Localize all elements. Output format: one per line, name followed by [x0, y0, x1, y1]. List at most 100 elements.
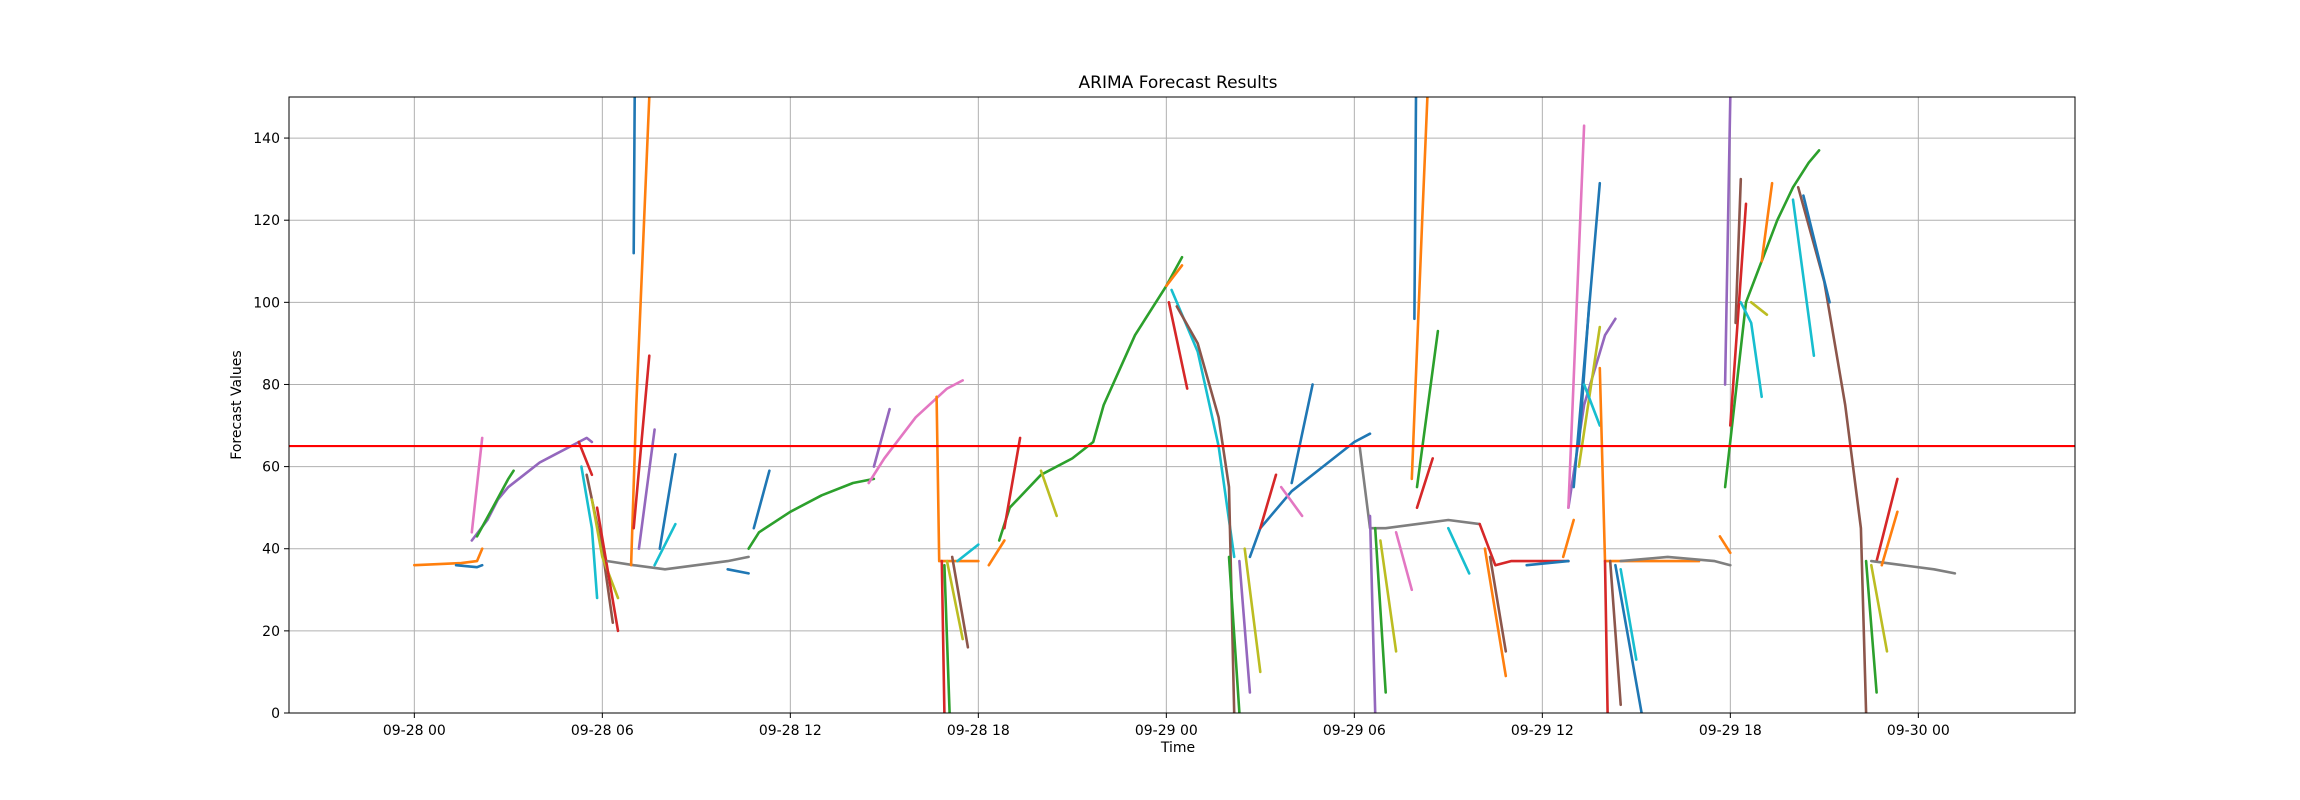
forecast-series-line: [1718, 535, 1732, 555]
x-tick-label: 09-28 18: [947, 723, 1010, 739]
forecast-series-line: [1290, 383, 1314, 485]
forecast-series-line: [1415, 457, 1434, 510]
forecast-series-line: [1243, 547, 1262, 674]
forecast-series-line: [867, 379, 965, 485]
forecast-series-line: [1567, 124, 1586, 510]
forecast-series-line: [1373, 526, 1387, 694]
forecast-series-line: [1582, 383, 1602, 427]
y-tick-label: 120: [253, 213, 280, 229]
forecast-series-line: [1802, 194, 1831, 304]
forecast-series-line: [1875, 477, 1899, 563]
forecast-series-line: [1413, 97, 1418, 321]
x-axis-ticks: 09-28 00 09-28 06 09-28 12 09-28 18 09-29 00…: [383, 713, 1950, 739]
forecast-series-line: [943, 563, 951, 713]
y-tick-label: 40: [262, 542, 280, 558]
forecast-series-line: [653, 522, 677, 567]
y-tick-label: 20: [262, 624, 280, 640]
forecast-series-line: [1483, 547, 1508, 678]
forecast-series-line: [658, 452, 677, 551]
forecast-series-line: [1379, 539, 1398, 653]
forecast-series-line: [595, 506, 620, 633]
y-axis-ticks: 0 20 40 60 80 100 120 140: [253, 131, 289, 722]
y-axis-label: Forecast Values: [229, 350, 245, 459]
forecast-series-line: [1870, 559, 1957, 575]
forecast-series-line: [940, 559, 946, 713]
forecast-series-line: [454, 563, 484, 569]
forecast-series-line: [1734, 177, 1743, 325]
y-tick-label: 100: [253, 295, 280, 311]
forecast-series-line: [752, 469, 771, 530]
forecast-series-line: [1478, 522, 1570, 567]
forecast-series-line: [1175, 305, 1236, 713]
plot-frame: [288, 96, 2076, 714]
forecast-series-line: [1791, 198, 1816, 358]
forecast-series-line: [987, 539, 1006, 567]
forecast-series-line: [475, 469, 515, 538]
forecast-series-line: [1561, 518, 1575, 559]
y-tick-label: 60: [262, 460, 280, 476]
forecast-series-line: [1248, 432, 1372, 559]
x-tick-label: 09-28 12: [759, 723, 822, 739]
forecast-series-line: [872, 407, 891, 468]
forecast-series-line: [590, 498, 620, 600]
forecast-series-line: [1415, 329, 1440, 489]
forecast-series-line: [1880, 510, 1899, 567]
forecast-series-line: [1039, 469, 1058, 518]
forecast-series-line: [1167, 300, 1189, 390]
forecast-series-line: [1238, 559, 1252, 694]
forecast-series-line: [577, 440, 594, 477]
forecast-series-line: [1614, 563, 1643, 713]
forecast-series-line: [1739, 300, 1763, 399]
forecast-series-line: [1864, 559, 1878, 694]
y-tick-label: 80: [262, 377, 280, 393]
forecast-series-line: [956, 543, 980, 563]
forecast-series-line: [1760, 181, 1774, 263]
forecast-series-line: [637, 428, 656, 551]
forecast-series-line: [1259, 473, 1278, 530]
x-tick-label: 09-28 00: [383, 723, 446, 739]
x-axis-label: Time: [1160, 740, 1195, 756]
forecast-series-line: [747, 477, 876, 551]
y-tick-label: 140: [253, 131, 280, 147]
x-tick-label: 09-29 06: [1323, 723, 1386, 739]
forecast-series-line: [1729, 202, 1748, 427]
forecast-series-line: [1577, 300, 1591, 448]
forecast-series-line: [1003, 436, 1022, 530]
forecast-series-line: [726, 567, 750, 575]
x-tick-label: 09-28 06: [571, 723, 634, 739]
forecast-series-line: [1608, 559, 1622, 707]
forecast-series-line: [1749, 300, 1769, 317]
forecast-series-line: [1723, 97, 1732, 386]
forecast-series-line: [412, 547, 484, 567]
x-tick-label: 09-29 18: [1699, 723, 1762, 739]
forecast-series-line: [1358, 444, 1481, 530]
forecast-series-line: [632, 354, 651, 530]
forecast-series-line: [629, 97, 651, 567]
forecast-series-line: [632, 97, 637, 255]
forecast-series-line: [1870, 563, 1889, 653]
forecast-series-line: [1525, 559, 1570, 567]
forecast-series-line: [997, 255, 1184, 542]
forecast-series-line: [470, 436, 484, 534]
x-tick-label: 09-30 00: [1887, 723, 1950, 739]
forecast-series-line: [945, 559, 965, 641]
forecast-series-line: [1603, 559, 1609, 713]
forecast-series-line: [1227, 555, 1241, 713]
forecast-series-line: [1368, 514, 1377, 713]
forecast-series-line: [1447, 526, 1471, 575]
forecast-series-line: [1619, 555, 1732, 567]
chart-title: ARIMA Forecast Results: [1079, 73, 1278, 93]
forecast-series-line: [935, 395, 980, 563]
forecast-series-line: [950, 555, 970, 649]
forecast-series-group: [412, 97, 1957, 713]
forecast-series-line: [606, 555, 750, 571]
x-tick-label: 09-29 00: [1135, 723, 1198, 739]
forecast-series-line: [1723, 149, 1821, 489]
forecast-series-line: [1488, 555, 1508, 653]
y-tick-label: 0: [271, 706, 280, 722]
forecast-series-line: [1394, 530, 1414, 592]
forecast-series-line: [1619, 567, 1638, 661]
x-tick-label: 09-29 12: [1511, 723, 1574, 739]
